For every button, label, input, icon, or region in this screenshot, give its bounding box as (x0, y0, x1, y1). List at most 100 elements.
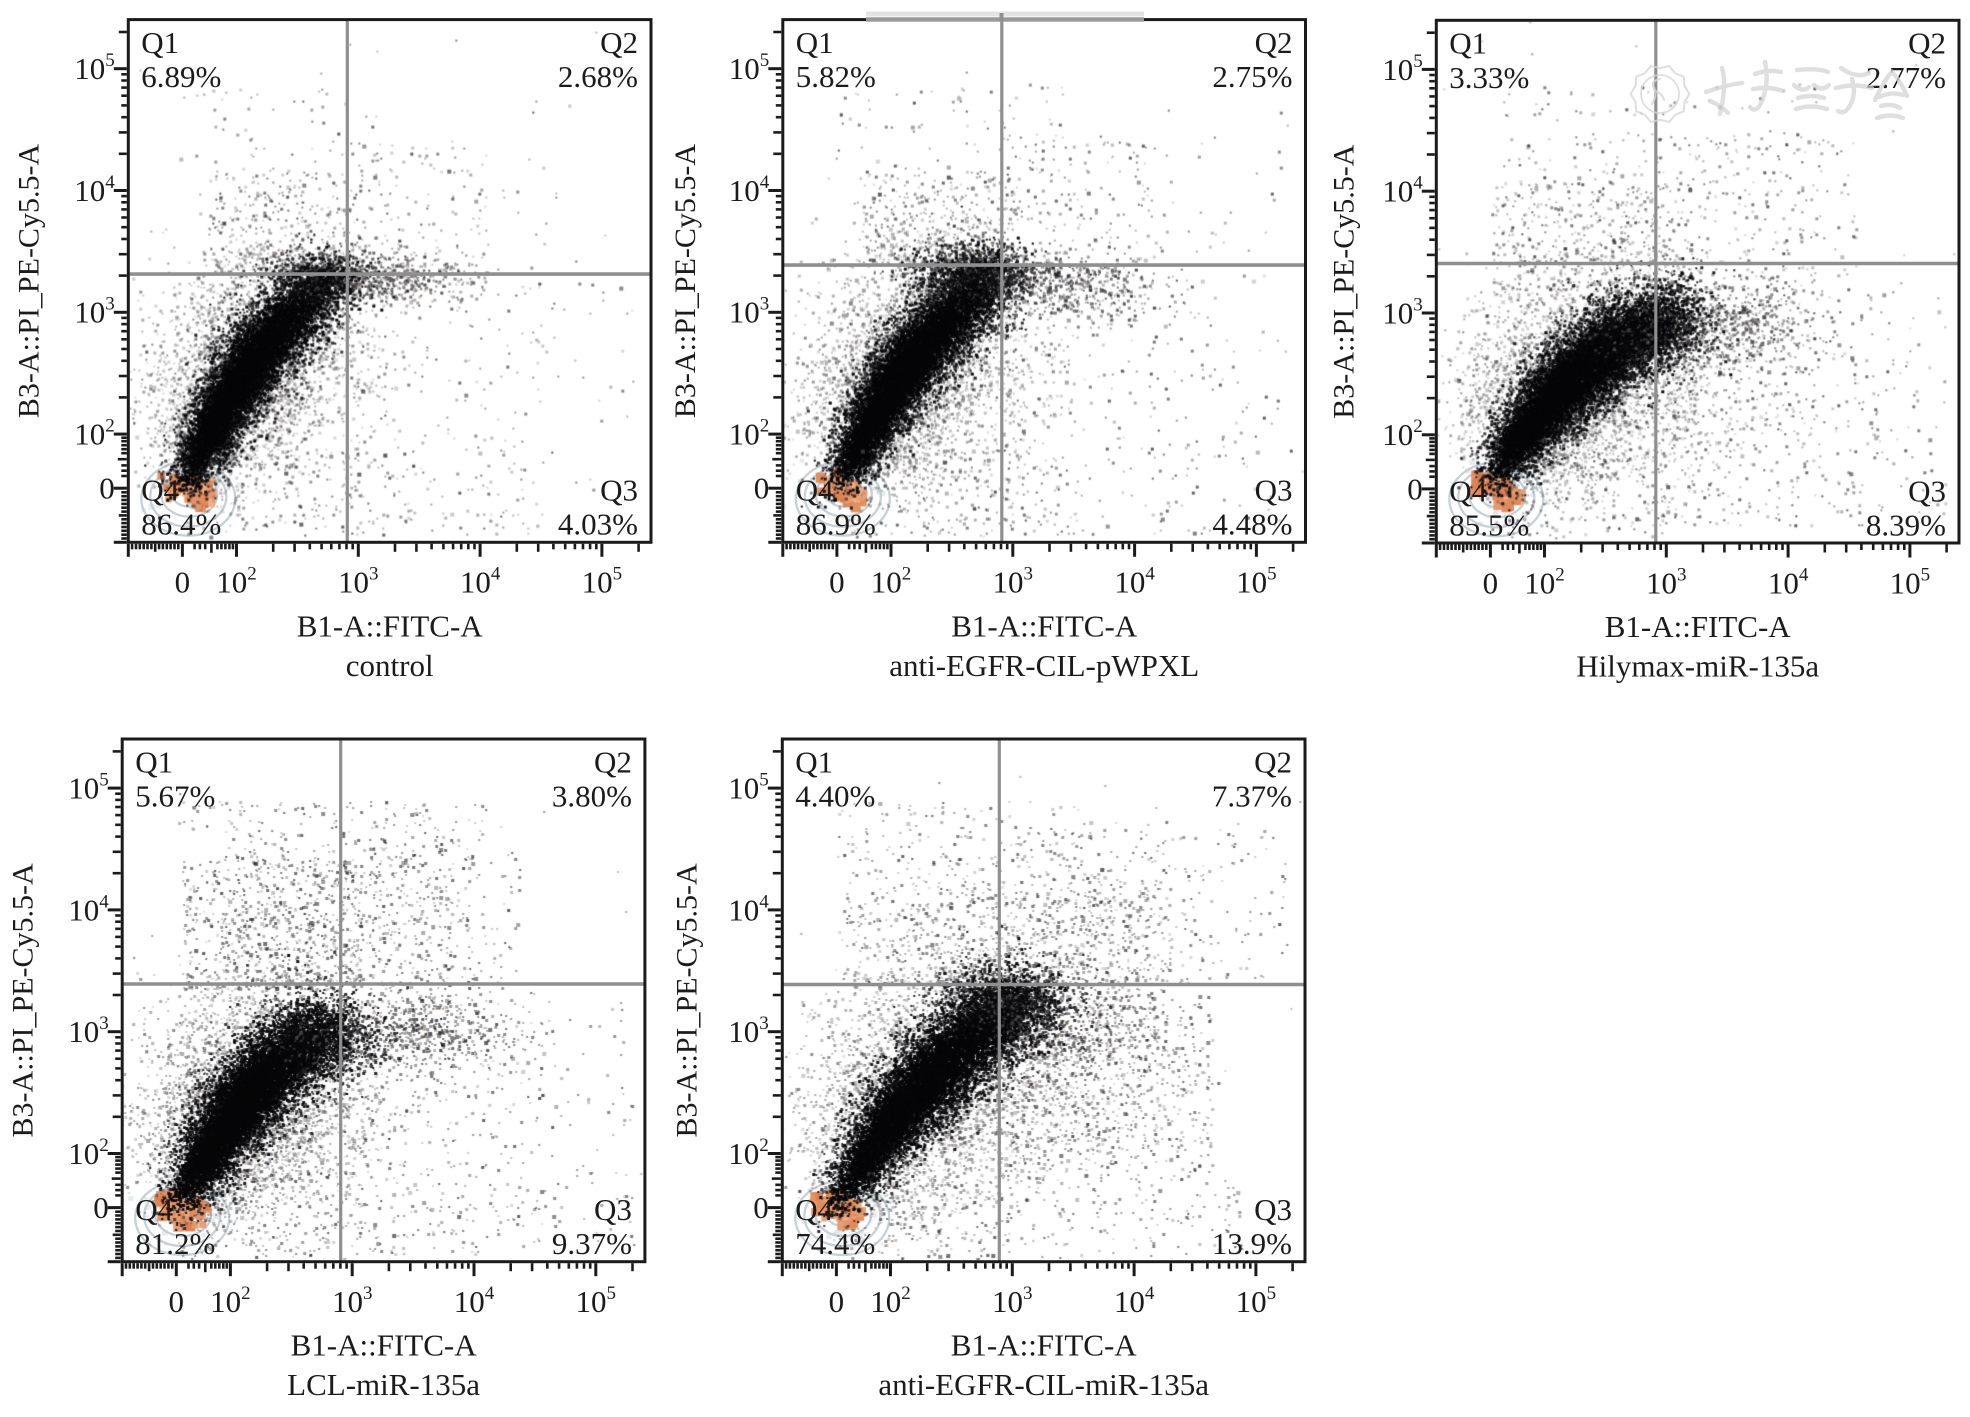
svg-text:102: 102 (870, 1283, 911, 1319)
svg-text:104: 104 (460, 564, 501, 600)
svg-text:0: 0 (1407, 471, 1423, 506)
svg-text:105: 105 (74, 50, 115, 86)
svg-text:0: 0 (93, 1190, 109, 1225)
svg-text:Q4: Q4 (1449, 473, 1487, 508)
svg-text:2.75%: 2.75% (1212, 59, 1292, 94)
svg-text:Q3: Q3 (1255, 473, 1293, 508)
svg-text:4.40%: 4.40% (795, 779, 875, 814)
svg-text:102: 102 (871, 564, 912, 600)
svg-text:Q1: Q1 (1449, 26, 1487, 61)
svg-text:102: 102 (74, 416, 115, 452)
svg-text:2.68%: 2.68% (558, 59, 638, 94)
svg-text:102: 102 (728, 1135, 769, 1171)
svg-text:104: 104 (68, 891, 109, 927)
svg-text:86.9%: 86.9% (796, 507, 876, 542)
svg-text:3.33%: 3.33% (1449, 60, 1529, 95)
svg-text:5.67%: 5.67% (135, 779, 215, 814)
svg-text:Q4: Q4 (135, 1192, 173, 1227)
svg-text:105: 105 (576, 1283, 617, 1319)
svg-text:81.2%: 81.2% (135, 1226, 215, 1261)
svg-text:0: 0 (753, 1190, 769, 1225)
svg-text:Q2: Q2 (600, 25, 638, 60)
svg-text:Q3: Q3 (600, 473, 638, 508)
svg-text:104: 104 (728, 891, 769, 927)
svg-text:0: 0 (99, 471, 115, 506)
svg-text:86.4%: 86.4% (141, 507, 221, 542)
svg-text:control: control (346, 648, 434, 683)
svg-text:105: 105 (729, 50, 770, 86)
svg-text:Q1: Q1 (795, 744, 833, 779)
svg-text:103: 103 (729, 294, 770, 330)
svg-text:Q4: Q4 (141, 473, 179, 508)
svg-text:4.03%: 4.03% (558, 507, 638, 542)
svg-text:Q1: Q1 (796, 25, 834, 60)
svg-text:Q2: Q2 (1254, 744, 1292, 779)
svg-text:5.82%: 5.82% (796, 59, 876, 94)
svg-text:85.5%: 85.5% (1449, 507, 1529, 542)
svg-text:103: 103 (1382, 294, 1423, 330)
svg-text:Q3: Q3 (1254, 1192, 1292, 1227)
svg-text:74.4%: 74.4% (795, 1226, 875, 1261)
svg-text:102: 102 (729, 416, 770, 452)
svg-text:Q3: Q3 (594, 1192, 632, 1227)
svg-text:103: 103 (338, 564, 379, 600)
svg-text:LCL-miR-135a: LCL-miR-135a (287, 1367, 480, 1402)
svg-text:Q3: Q3 (1908, 473, 1946, 508)
svg-text:103: 103 (992, 1283, 1033, 1319)
svg-text:103: 103 (332, 1283, 373, 1319)
svg-text:13.9%: 13.9% (1212, 1226, 1292, 1261)
svg-text:105: 105 (1382, 51, 1423, 87)
svg-text:B1-A::FITC-A: B1-A::FITC-A (1605, 609, 1792, 644)
svg-text:B3-A::PI_PE-Cy5.5-A: B3-A::PI_PE-Cy5.5-A (1328, 144, 1361, 419)
svg-text:anti-EGFR-CIL-pWPXL: anti-EGFR-CIL-pWPXL (889, 648, 1199, 683)
svg-text:Q4: Q4 (796, 473, 834, 508)
svg-text:B3-A::PI_PE-Cy5.5-A: B3-A::PI_PE-Cy5.5-A (13, 144, 46, 419)
svg-text:B1-A::FITC-A: B1-A::FITC-A (297, 608, 484, 643)
svg-text:104: 104 (1382, 173, 1423, 209)
svg-text:104: 104 (74, 172, 115, 208)
svg-text:102: 102 (216, 564, 257, 600)
svg-text:104: 104 (454, 1283, 495, 1319)
svg-text:103: 103 (1646, 564, 1687, 600)
svg-text:104: 104 (1768, 564, 1809, 600)
svg-text:105: 105 (582, 564, 623, 600)
svg-text:105: 105 (68, 770, 109, 806)
svg-text:104: 104 (729, 172, 770, 208)
svg-text:Q2: Q2 (1255, 25, 1293, 60)
svg-text:0: 0 (1483, 565, 1499, 600)
svg-text:8.39%: 8.39% (1866, 507, 1946, 542)
svg-text:B1-A::FITC-A: B1-A::FITC-A (951, 1328, 1138, 1363)
svg-text:103: 103 (74, 294, 115, 330)
svg-text:B1-A::FITC-A: B1-A::FITC-A (291, 1328, 478, 1363)
svg-text:0: 0 (829, 565, 845, 600)
svg-text:102: 102 (68, 1135, 109, 1171)
svg-text:0: 0 (754, 471, 770, 506)
svg-text:Q2: Q2 (1908, 26, 1946, 61)
svg-text:105: 105 (1236, 564, 1277, 600)
svg-text:Hilymax-miR-135a: Hilymax-miR-135a (1576, 649, 1819, 684)
svg-text:102: 102 (1382, 416, 1423, 452)
svg-text:105: 105 (1890, 564, 1931, 600)
svg-text:Q4: Q4 (795, 1192, 833, 1227)
svg-text:104: 104 (1114, 1283, 1155, 1319)
svg-text:102: 102 (1524, 564, 1565, 600)
svg-text:B1-A::FITC-A: B1-A::FITC-A (951, 608, 1138, 643)
svg-text:103: 103 (728, 1013, 769, 1049)
svg-text:4.48%: 4.48% (1212, 507, 1292, 542)
svg-text:0: 0 (169, 1284, 185, 1319)
svg-text:anti-EGFR-CIL-miR-135a: anti-EGFR-CIL-miR-135a (878, 1367, 1209, 1402)
svg-text:B3-A::PI_PE-Cy5.5-A: B3-A::PI_PE-Cy5.5-A (671, 863, 704, 1138)
svg-text:Q1: Q1 (135, 744, 173, 779)
svg-text:B3-A::PI_PE-Cy5.5-A: B3-A::PI_PE-Cy5.5-A (669, 144, 702, 419)
svg-text:0: 0 (829, 1284, 845, 1319)
svg-text:Q1: Q1 (141, 25, 179, 60)
svg-text:7.37%: 7.37% (1212, 779, 1292, 814)
svg-text:6.89%: 6.89% (141, 59, 221, 94)
svg-text:103: 103 (993, 564, 1034, 600)
svg-text:9.37%: 9.37% (552, 1226, 632, 1261)
svg-text:104: 104 (1114, 564, 1155, 600)
svg-text:102: 102 (210, 1283, 251, 1319)
svg-text:Q2: Q2 (594, 744, 632, 779)
svg-text:3.80%: 3.80% (552, 779, 632, 814)
svg-text:103: 103 (68, 1013, 109, 1049)
